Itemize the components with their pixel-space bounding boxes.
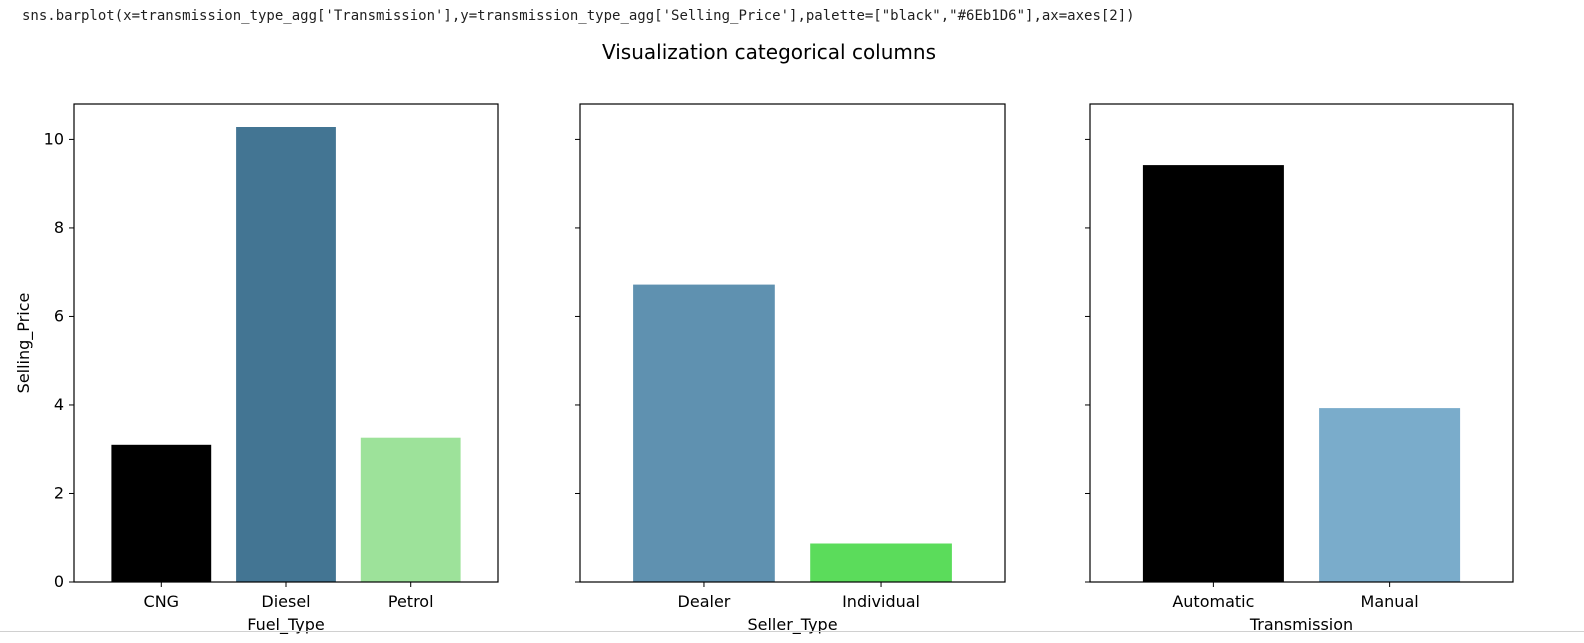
x-axis-label: Seller_Type (747, 615, 837, 635)
bar-cng (111, 444, 212, 582)
cell-divider (0, 631, 1584, 632)
x-tick-label: Diesel (261, 592, 310, 611)
bar-diesel (236, 127, 336, 582)
axes-frame (1089, 103, 1514, 583)
y-tick-label: 10 (44, 129, 64, 148)
x-tick-label: Manual (1361, 592, 1419, 611)
x-tick-label: Individual (842, 592, 920, 611)
y-tick-label: 8 (54, 218, 64, 237)
y-tick-label: 4 (54, 395, 64, 414)
subplot-1: CNG Diesel Petrol 0 2 4 6 8 10 Fuel_Type Selling_P… (14, 103, 499, 635)
bar-dealer (633, 284, 775, 582)
x-tick-label: Dealer (678, 592, 731, 611)
axes-frame (73, 103, 499, 583)
y-tick-label: 2 (54, 483, 64, 502)
y-tick-label: 6 (54, 306, 64, 325)
bar-individual (810, 543, 952, 582)
bar-automatic (1142, 165, 1284, 582)
x-tick-label: Automatic (1172, 592, 1254, 611)
figure-suptitle: Visualization categorical columns (602, 40, 936, 64)
x-tick-label: Petrol (388, 592, 434, 611)
code-cell-line: sns.barplot(x=transmission_type_agg['Tra… (22, 8, 1135, 24)
y-axis-label: Selling_Price (14, 293, 34, 394)
bar-manual (1319, 408, 1461, 582)
subplot-3: Automatic Manual Transmission (1085, 103, 1514, 634)
x-tick-label: CNG (144, 592, 180, 611)
bar-petrol (360, 437, 461, 582)
axes-frame (579, 103, 1006, 583)
x-axis-label: Transmission (1249, 615, 1353, 634)
y-tick-label: 0 (54, 572, 64, 591)
subplot-2: Dealer Individual Seller_Type (575, 103, 1006, 635)
x-axis-label: Fuel_Type (247, 615, 325, 635)
